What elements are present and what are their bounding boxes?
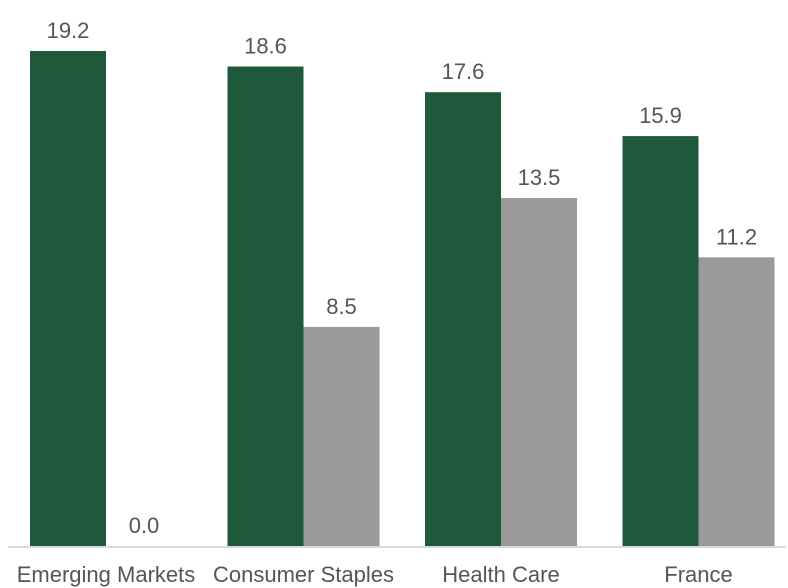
category-label-3: France — [664, 562, 732, 587]
data-label-series2-2: 13.5 — [518, 165, 561, 190]
bar-series2-2 — [501, 198, 577, 546]
bar-series1-2 — [425, 92, 501, 546]
data-label-series1-1: 18.6 — [244, 34, 287, 59]
bar-series2-3 — [698, 257, 775, 547]
bar-series2-1 — [303, 326, 380, 546]
data-label-series1-2: 17.6 — [442, 59, 485, 84]
category-label-2: Health Care — [442, 562, 559, 587]
data-label-series2-0: 0.0 — [129, 513, 160, 538]
bar-series1-3 — [622, 136, 699, 546]
bar-series1-0 — [30, 51, 106, 546]
category-labels-layer: Emerging Markets Consumer Staples Health C… — [17, 562, 733, 587]
data-label-series1-3: 15.9 — [639, 103, 682, 128]
category-label-0: Emerging Markets — [17, 562, 196, 587]
bars-layer — [30, 51, 775, 547]
data-label-series2-1: 8.5 — [326, 294, 357, 319]
bar-series1-1 — [227, 66, 304, 546]
data-labels-layer: 19.2 0.0 18.6 8.5 17.6 13.5 15.9 11.2 — [47, 18, 758, 538]
category-label-1: Consumer Staples — [213, 562, 394, 587]
data-label-series2-3: 11.2 — [716, 224, 757, 249]
data-label-series1-0: 19.2 — [47, 18, 90, 43]
